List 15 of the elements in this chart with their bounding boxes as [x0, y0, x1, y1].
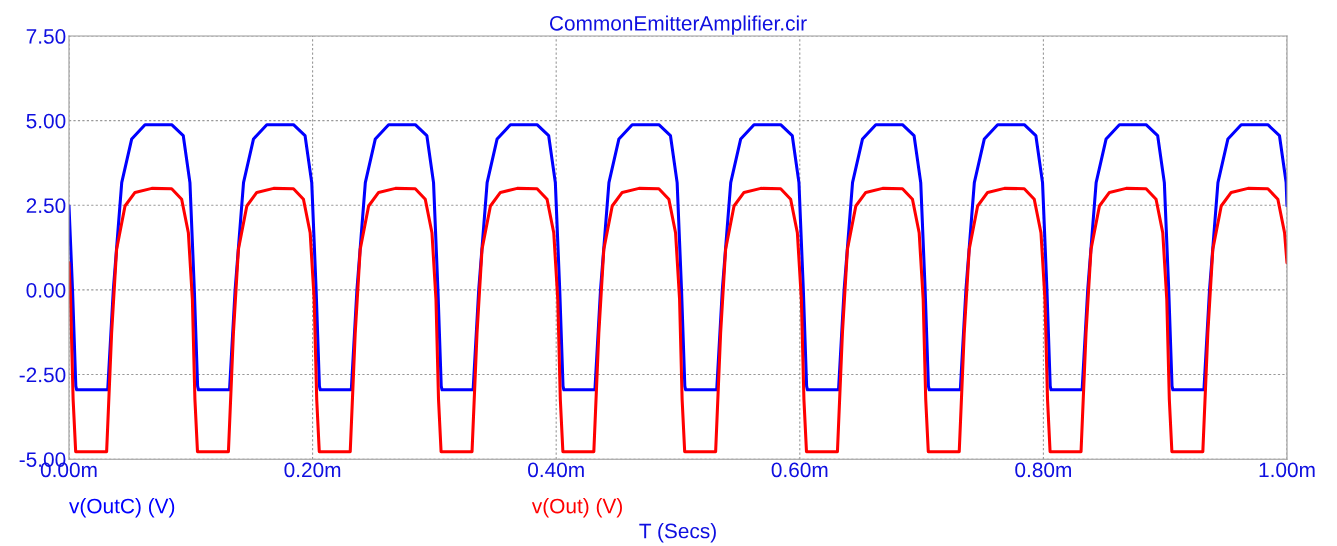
- y-tick-label: 5.00: [26, 113, 66, 129]
- y-tick-label: 2.50: [26, 198, 66, 214]
- text: v(Out) (V): [531, 498, 622, 518]
- x-tick-label: 0.60m: [771, 462, 828, 478]
- x-tick-label: 0.40m: [528, 462, 584, 478]
- chart-title: CommonEmitterAmplifier.cir: [549, 15, 807, 35]
- line-series: [68, 186, 1287, 454]
- y-tick-label: 7.50: [26, 29, 66, 44]
- x-axis-title: T (Secs): [639, 523, 716, 543]
- x-tick-label: 1.00m: [1259, 462, 1315, 478]
- x-tick-label: 0.80m: [1015, 462, 1071, 478]
- text: v(OutC) (V): [69, 498, 175, 518]
- y-tick-label: 0.00: [26, 282, 66, 298]
- y-tick-label: -2.50: [19, 367, 66, 383]
- x-tick-label: 0.20m: [284, 462, 341, 478]
